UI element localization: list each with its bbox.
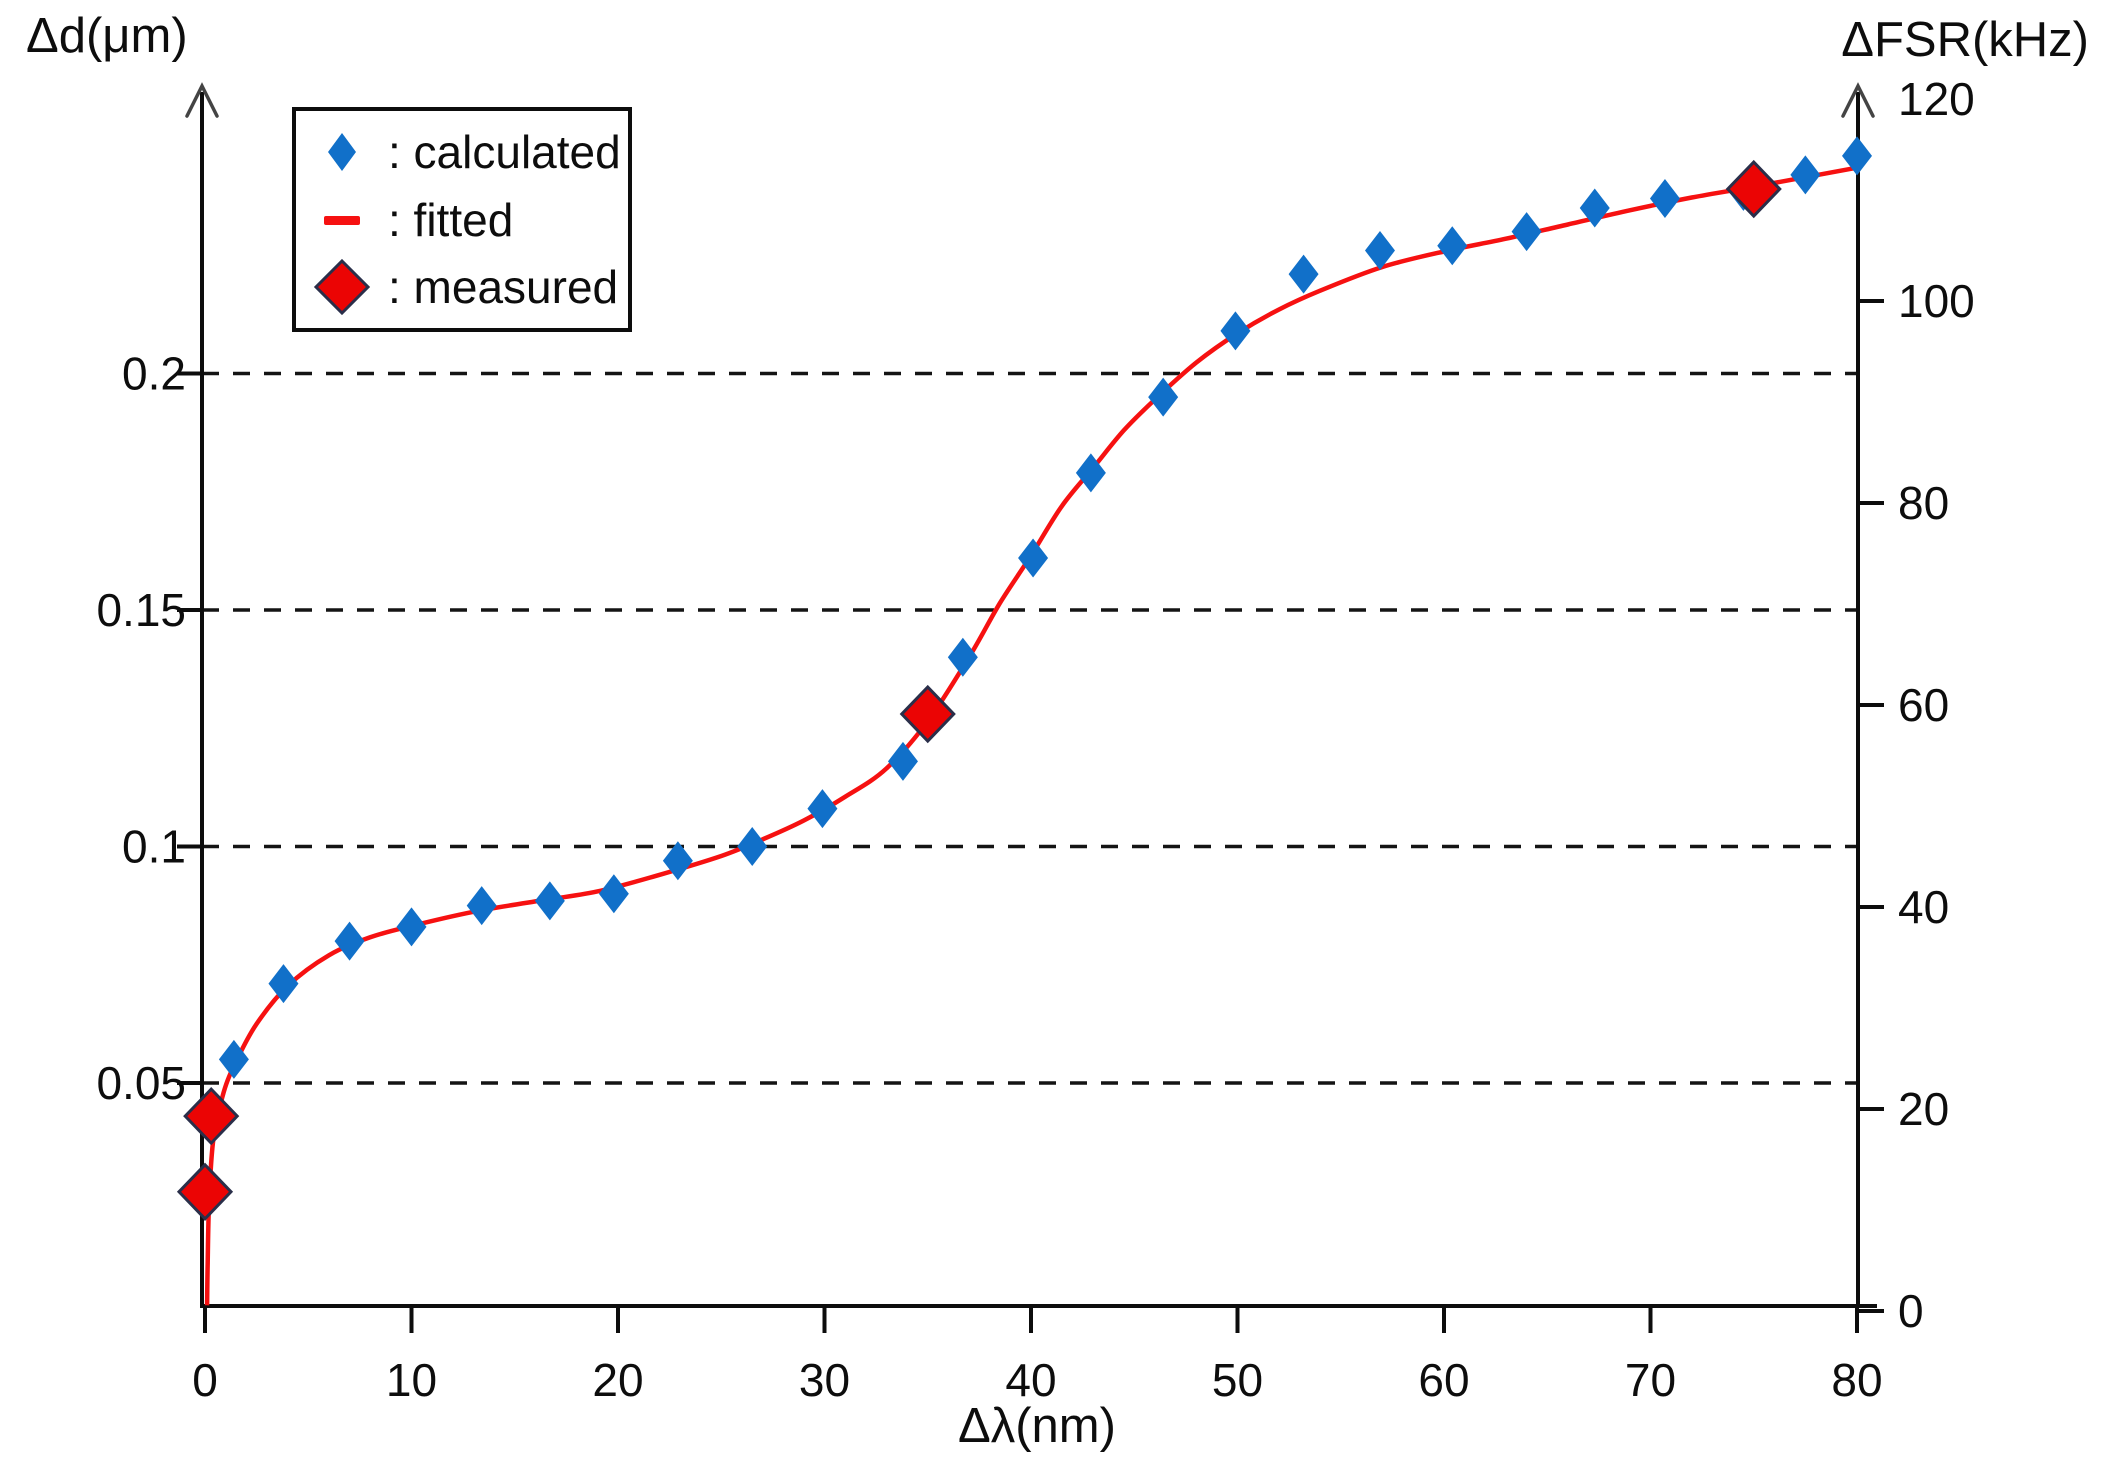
svg-text:0: 0 xyxy=(192,1354,218,1406)
svg-text:100: 100 xyxy=(1898,275,1975,327)
svg-text:50: 50 xyxy=(1212,1354,1263,1406)
svg-text:0.05: 0.05 xyxy=(96,1057,186,1109)
measured-diamond-icon xyxy=(296,257,388,317)
svg-text:40: 40 xyxy=(1898,881,1949,933)
legend-label-fitted: : fitted xyxy=(388,193,514,246)
svg-text:60: 60 xyxy=(1418,1354,1469,1406)
svg-text:20: 20 xyxy=(1898,1083,1949,1135)
svg-text:10: 10 xyxy=(386,1354,437,1406)
svg-text:70: 70 xyxy=(1625,1354,1676,1406)
svg-text:120: 120 xyxy=(1898,73,1975,125)
svg-text:80: 80 xyxy=(1831,1354,1882,1406)
calculated-diamond-icon xyxy=(296,130,388,174)
legend-label-calculated: : calculated xyxy=(388,125,621,178)
svg-text:0.15: 0.15 xyxy=(96,584,186,636)
legend-item-calculated: : calculated xyxy=(296,121,628,183)
legend-item-fitted: : fitted xyxy=(296,189,628,251)
legend-box: : calculated : fitted : measured xyxy=(292,107,632,332)
x-axis-title: Δλ(nm) xyxy=(958,1399,1116,1453)
svg-text:30: 30 xyxy=(799,1354,850,1406)
right-axis-title: ΔFSR(kHz) xyxy=(1841,13,2089,67)
fitted-line-icon xyxy=(296,213,388,227)
svg-text:20: 20 xyxy=(592,1354,643,1406)
svg-text:40: 40 xyxy=(1005,1354,1056,1406)
legend-item-measured: : measured xyxy=(296,256,628,318)
svg-text:0.1: 0.1 xyxy=(122,821,186,873)
svg-text:0.2: 0.2 xyxy=(122,348,186,400)
svg-text:60: 60 xyxy=(1898,679,1949,731)
legend-label-measured: : measured xyxy=(388,261,619,314)
left-axis-title: Δd(μm) xyxy=(26,9,188,63)
svg-text:0: 0 xyxy=(1898,1285,1924,1337)
svg-text:80: 80 xyxy=(1898,477,1949,529)
